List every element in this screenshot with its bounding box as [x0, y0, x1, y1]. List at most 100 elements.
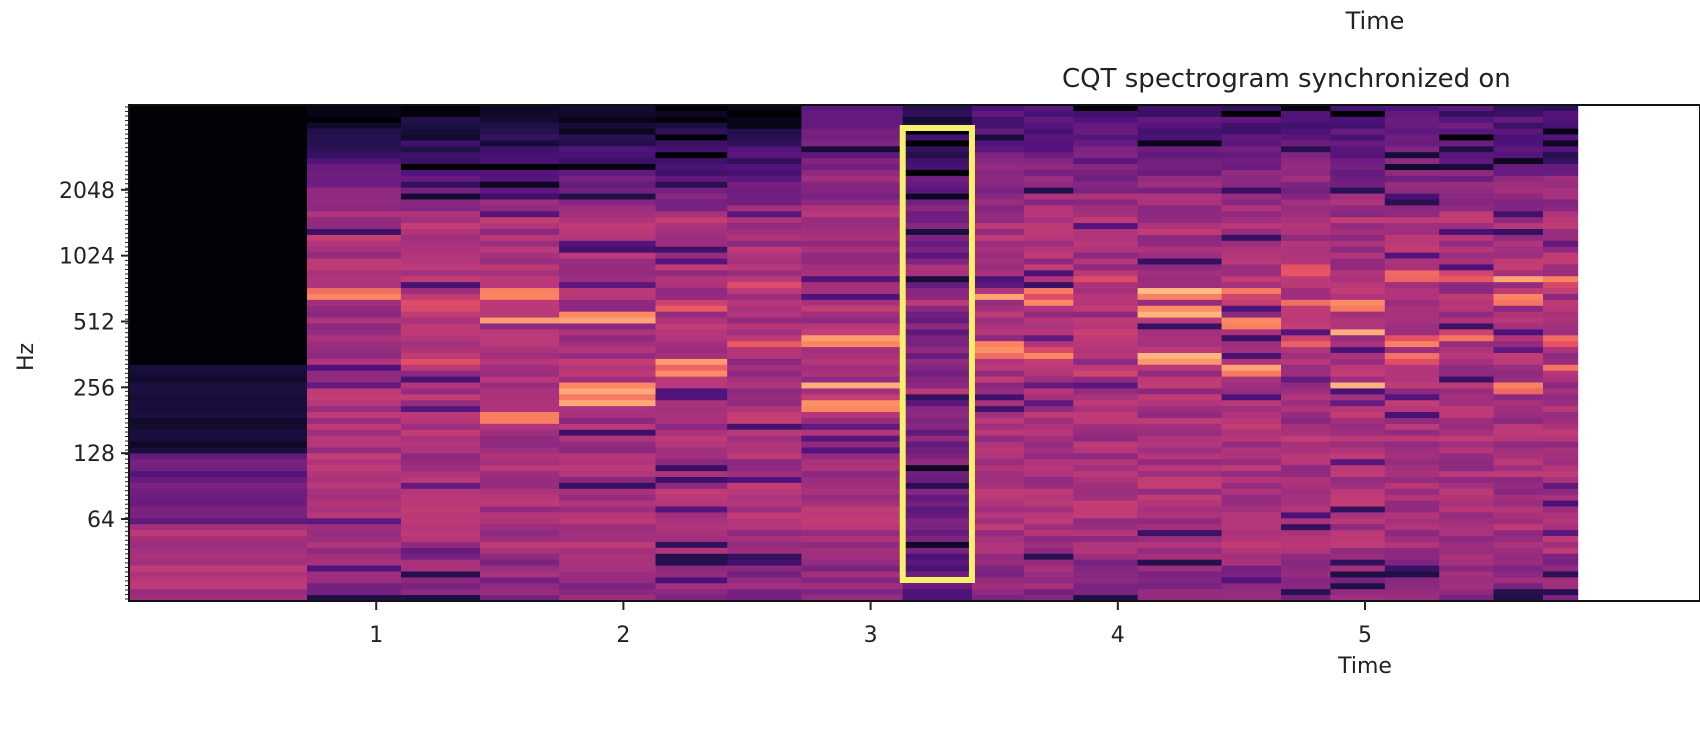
heatmap-cell: [480, 193, 560, 200]
heatmap-cell: [727, 164, 802, 171]
heatmap-cell: [1330, 264, 1386, 271]
heatmap-cell: [1493, 217, 1544, 224]
heatmap-cell: [559, 530, 657, 537]
heatmap-cell: [655, 181, 728, 189]
heatmap-cell: [727, 577, 802, 584]
heatmap-cell: [1137, 128, 1223, 135]
heatmap-cell: [307, 205, 402, 212]
heatmap-cell: [1330, 276, 1386, 283]
heatmap-cell: [559, 229, 657, 236]
heatmap-cell: [1493, 453, 1544, 460]
heatmap-cell: [1023, 122, 1074, 130]
heatmap-cell: [307, 583, 402, 590]
heatmap-cell: [1073, 453, 1139, 460]
heatmap-cell: [801, 453, 904, 460]
heatmap-cell: [400, 299, 481, 307]
heatmap-cell: [1384, 187, 1440, 194]
heatmap-cell: [1023, 140, 1074, 147]
heatmap-cell: [1330, 311, 1386, 318]
heatmap-cell: [1073, 506, 1139, 513]
heatmap-cell: [655, 417, 728, 425]
heatmap-cell: [480, 376, 560, 383]
heatmap-cell: [1493, 341, 1544, 348]
heatmap-cell: [655, 211, 728, 218]
heatmap-cell: [1384, 140, 1440, 147]
heatmap-cell: [1330, 435, 1386, 442]
heatmap-cell: [1073, 465, 1139, 472]
heatmap-cell: [1137, 134, 1223, 141]
heatmap-cell: [129, 376, 308, 383]
heatmap-cell: [1023, 364, 1074, 372]
heatmap-cell: [1439, 181, 1495, 189]
heatmap-cell: [655, 506, 728, 513]
heatmap-cell: [1281, 364, 1331, 372]
heatmap-cell: [727, 364, 802, 372]
heatmap-cell: [655, 217, 728, 224]
heatmap-cell: [902, 453, 973, 460]
heatmap-cell: [307, 211, 402, 218]
heatmap-cell: [1384, 406, 1440, 413]
heatmap-cell: [307, 589, 402, 596]
heatmap-cell: [1493, 240, 1544, 248]
heatmap-cell: [307, 128, 402, 135]
heatmap-cell: [1023, 305, 1074, 313]
heatmap-cell: [480, 429, 560, 437]
heatmap-cell: [1281, 299, 1331, 307]
heatmap-cell: [1493, 164, 1544, 171]
heatmap-cell: [1493, 169, 1544, 177]
heatmap-cell: [480, 465, 560, 472]
heatmap-cell: [1281, 417, 1331, 425]
heatmap-cell: [655, 293, 728, 301]
heatmap-cell: [801, 270, 904, 277]
heatmap-cell: [801, 447, 904, 454]
heatmap-cell: [1281, 541, 1331, 549]
heatmap-cell: [1543, 477, 1579, 484]
heatmap-cell: [902, 547, 973, 555]
heatmap-cell: [559, 353, 657, 360]
heatmap-cell: [1023, 541, 1074, 549]
heatmap-cell: [1543, 217, 1579, 224]
heatmap-cell: [902, 311, 973, 318]
heatmap-cell: [801, 394, 904, 401]
heatmap-cell: [129, 146, 308, 153]
heatmap-cell: [801, 530, 904, 537]
heatmap-cell: [972, 524, 1025, 531]
heatmap-cell: [1543, 530, 1579, 537]
heatmap-cell: [480, 536, 560, 543]
heatmap-cell: [727, 482, 802, 490]
heatmap-cell: [972, 530, 1025, 537]
heatmap-cell: [1023, 193, 1074, 200]
heatmap-cell: [1543, 524, 1579, 531]
heatmap-cell: [307, 258, 402, 265]
heatmap-cell: [655, 347, 728, 354]
heatmap-cell: [1330, 116, 1386, 124]
heatmap-cell: [1073, 229, 1139, 236]
heatmap-cell: [1543, 199, 1579, 206]
heatmap-cell: [1330, 429, 1386, 437]
heatmap-cell: [1023, 116, 1074, 124]
heatmap-cell: [1439, 258, 1495, 265]
heatmap-cell: [129, 329, 308, 336]
heatmap-cell: [559, 164, 657, 171]
heatmap-cell: [307, 246, 402, 254]
heatmap-cell: [655, 110, 728, 118]
heatmap-cell: [1281, 122, 1331, 130]
heatmap-cell: [1493, 146, 1544, 153]
heatmap-cell: [129, 293, 308, 301]
heatmap-cell: [559, 536, 657, 543]
heatmap-cell: [129, 553, 308, 561]
heatmap-cell: [1073, 288, 1139, 295]
heatmap-cell: [902, 429, 973, 437]
heatmap-cell: [1543, 589, 1579, 596]
heatmap-cell: [129, 494, 308, 502]
heatmap-cell: [307, 506, 402, 513]
heatmap-cell: [1023, 530, 1074, 537]
heatmap-cell: [1493, 128, 1544, 135]
heatmap-cell: [129, 506, 308, 513]
heatmap-cell: [1137, 441, 1223, 448]
heatmap-cell: [655, 158, 728, 165]
heatmap-cell: [400, 412, 481, 419]
y-tick-label: 512: [73, 310, 115, 335]
heatmap-cell: [1330, 299, 1386, 307]
heatmap-cell: [480, 299, 560, 307]
